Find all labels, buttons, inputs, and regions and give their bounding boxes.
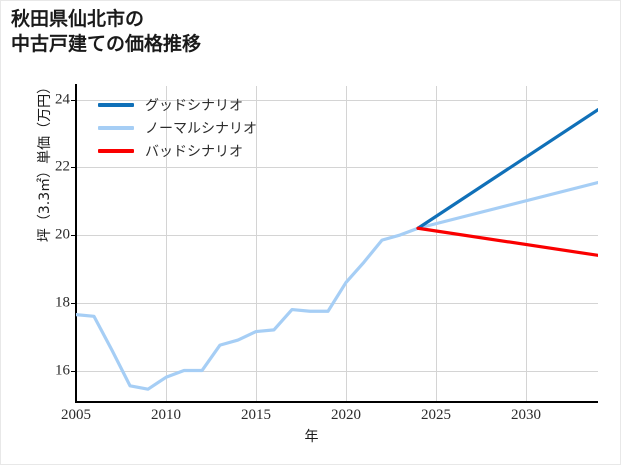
y-axis-tick-label: 18 <box>55 294 70 311</box>
gridline-vertical <box>256 86 257 401</box>
x-axis-label: 年 <box>304 429 319 445</box>
x-axis-tick-label: 2005 <box>61 407 91 423</box>
x-axis-tick-label: 2020 <box>331 407 361 423</box>
y-axis-tick-label: 16 <box>55 362 70 378</box>
x-axis-tick-label: 2025 <box>421 407 451 423</box>
y-axis-tick-mark <box>71 370 76 372</box>
gridline-vertical <box>436 86 437 401</box>
gridline-horizontal <box>76 302 598 304</box>
legend-item-label: ノーマルシナリオ <box>145 120 257 137</box>
y-axis-tick-mark <box>71 235 76 236</box>
gridline-horizontal <box>76 167 598 169</box>
y-axis-tick-mark <box>71 302 76 304</box>
y-axis-tick-label: 20 <box>55 226 70 243</box>
series-line <box>416 108 598 230</box>
chart-legend: グッドシナリオ ノーマルシナリオ バッドシナリオ <box>98 93 257 162</box>
gridline-horizontal <box>76 370 598 372</box>
legend-item[interactable]: ノーマルシナリオ <box>98 116 257 139</box>
y-axis-tick-mark <box>71 99 76 101</box>
y-axis-tick-mark <box>71 167 76 169</box>
legend-item-label: バッドシナリオ <box>145 143 243 160</box>
gridline-horizontal <box>76 99 598 101</box>
y-axis-spine <box>75 84 77 403</box>
y-axis-tick-label: 24 <box>55 91 70 107</box>
series-layer <box>76 108 598 391</box>
x-axis-spine <box>75 401 598 403</box>
legend-swatch-icon <box>98 148 134 153</box>
series-line <box>76 180 598 391</box>
gridline-vertical <box>166 86 167 401</box>
series-line <box>416 226 598 257</box>
legend-swatch-icon <box>98 125 134 130</box>
gridline-vertical <box>346 86 347 401</box>
legend-item[interactable]: グッドシナリオ <box>98 93 257 116</box>
y-axis-tick-label: 22 <box>55 158 70 175</box>
legend-swatch-icon <box>98 102 134 107</box>
x-axis-tick-label: 2010 <box>151 407 181 423</box>
chart-title: 秋田県仙北市の 中古戸建ての価格推移 <box>11 8 202 56</box>
gridline-horizontal <box>76 235 598 236</box>
y-axis-label: 坪（3.3㎡）単価（万円） <box>37 79 53 243</box>
x-axis-tick-label: 2030 <box>511 407 541 423</box>
legend-item[interactable]: バッドシナリオ <box>98 139 257 162</box>
plot-area <box>76 86 598 401</box>
legend-item-label: グッドシナリオ <box>145 97 243 114</box>
x-axis-tick-label: 2015 <box>241 407 271 423</box>
